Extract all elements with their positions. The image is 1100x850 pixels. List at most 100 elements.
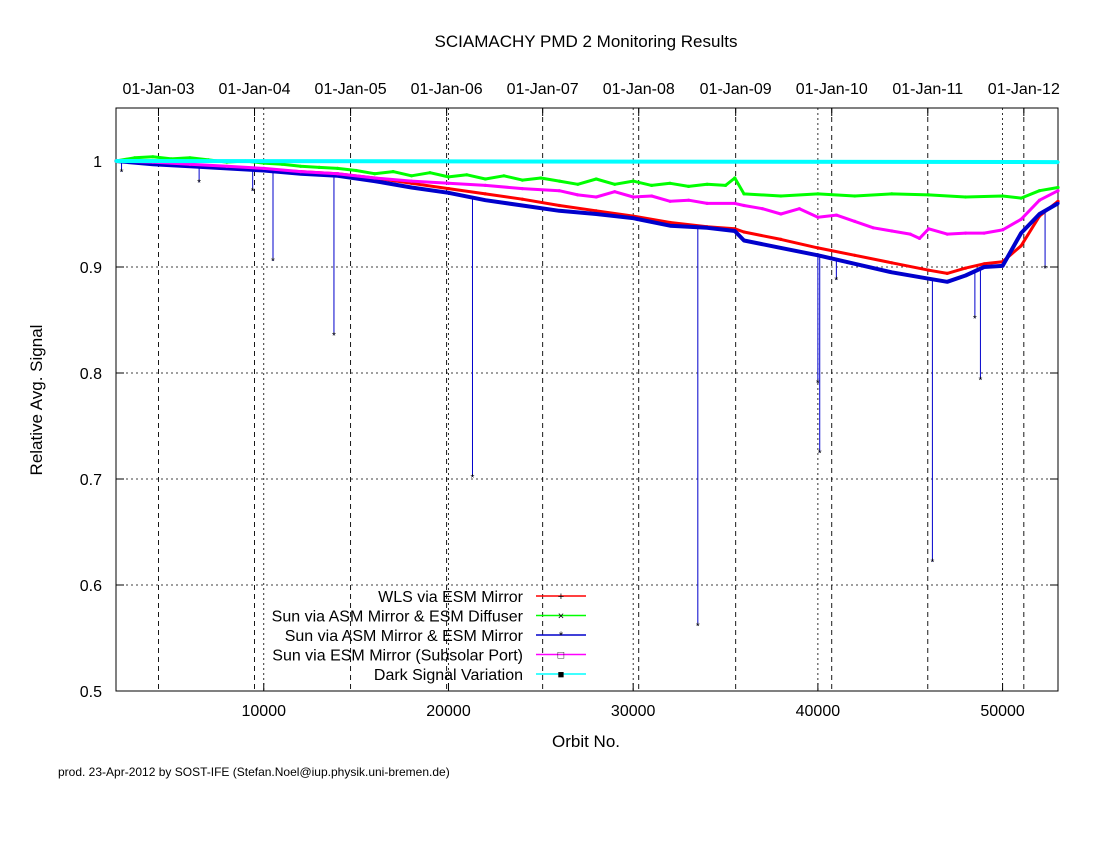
data-point — [1056, 185, 1060, 190]
data-point — [483, 177, 487, 181]
data-point — [557, 179, 561, 183]
data-point — [853, 262, 857, 266]
data-point — [594, 177, 598, 181]
data-point — [733, 176, 737, 180]
x-tick-label: 30000 — [611, 703, 656, 720]
data-point — [964, 231, 968, 235]
series-group: * * * * * * * * * * * * * * — [114, 159, 1060, 632]
data-point — [428, 171, 432, 175]
data-point — [668, 220, 672, 225]
spike-marker: * — [930, 558, 934, 569]
legend-marker: * — [559, 630, 564, 642]
data-point — [687, 198, 691, 202]
data-point — [853, 253, 857, 257]
series-line — [115, 159, 1059, 275]
data-point — [446, 191, 451, 195]
data-point — [1019, 231, 1023, 235]
data-point — [779, 237, 783, 241]
data-point — [446, 175, 451, 179]
data-point — [354, 168, 358, 173]
footer-credit: prod. 23-Apr-2012 by SOST-IFE (Stefan.No… — [58, 765, 450, 779]
data-point — [779, 194, 783, 198]
x-axis-label: Orbit No. — [552, 732, 620, 751]
spike-marker: * — [816, 379, 820, 390]
top-date-label: 01-Jan-07 — [507, 81, 579, 98]
data-point — [779, 212, 783, 216]
data-point — [520, 197, 525, 201]
y-tick-label: 0.7 — [80, 472, 102, 489]
data-point — [373, 176, 377, 180]
spike-marker: * — [1043, 264, 1047, 275]
spike-marker: * — [973, 314, 977, 325]
data-point — [890, 270, 894, 274]
data-point — [1019, 244, 1023, 248]
data-point — [1056, 160, 1060, 164]
y-tick-label: 0.8 — [80, 366, 102, 383]
data-point — [908, 232, 912, 236]
legend-label: Sun via ASM Mirror & ESM Mirror — [285, 628, 524, 645]
x-tick-label: 40000 — [796, 703, 841, 720]
plot-frame — [115, 107, 1059, 692]
data-point — [917, 236, 922, 240]
legend-item: Sun via ASM Mirror & ESM Diffuser × — [272, 609, 586, 626]
data-point — [317, 165, 321, 169]
data-point — [631, 195, 635, 199]
axis-layer: 0.5 0.6 0.7 0.8 0.9 1 10000 20000 30000 40000 5000… — [80, 81, 1060, 720]
data-point — [964, 273, 968, 278]
chart-title: SCIAMACHY PMD 2 Monitoring Results — [435, 32, 738, 51]
data-point — [816, 192, 820, 196]
data-point — [742, 203, 746, 208]
data-point — [927, 193, 931, 197]
data-point — [594, 212, 598, 216]
data-point — [733, 201, 737, 205]
top-date-label: 01-Jan-04 — [219, 81, 291, 98]
legend-marker: □ — [558, 650, 565, 662]
y-tick-label: 0.6 — [80, 578, 102, 595]
data-point — [964, 195, 968, 199]
data-point — [465, 173, 469, 177]
spike-marker: * — [251, 187, 255, 198]
data-point — [945, 232, 949, 236]
series-line — [115, 159, 1059, 240]
data-point — [668, 224, 672, 228]
spike-marker: * — [471, 473, 475, 484]
data-point — [853, 194, 857, 198]
data-point — [982, 231, 986, 235]
data-point — [373, 172, 377, 176]
x-tick-label: 10000 — [242, 703, 287, 720]
spike-marker: * — [818, 449, 822, 460]
series-group — [114, 159, 1060, 275]
data-point — [446, 187, 451, 191]
data-point — [613, 182, 617, 186]
data-point — [520, 187, 525, 191]
top-date-label: 01-Jan-11 — [892, 81, 963, 98]
data-point — [816, 253, 820, 257]
x-tick-label: 50000 — [980, 703, 1025, 720]
spike-marker: * — [120, 168, 124, 179]
data-point — [483, 198, 487, 202]
data-point — [483, 192, 487, 196]
data-point — [557, 209, 561, 213]
y-tick-label: 0.9 — [80, 260, 102, 277]
data-point — [853, 219, 857, 223]
data-point — [742, 192, 746, 196]
data-point — [594, 195, 598, 199]
data-point — [520, 178, 525, 182]
data-point — [723, 183, 728, 187]
data-point — [557, 203, 561, 208]
top-date-label: 01-Jan-09 — [700, 81, 772, 98]
data-point — [890, 261, 894, 265]
data-point — [409, 174, 414, 178]
data-point — [539, 176, 543, 180]
data-point — [797, 207, 802, 211]
data-point — [114, 159, 118, 163]
data-point — [982, 262, 986, 266]
top-date-label: 01-Jan-12 — [988, 81, 1060, 98]
legend-marker: ■ — [558, 669, 565, 681]
data-point — [188, 156, 192, 160]
data-point — [262, 166, 266, 170]
data-point — [760, 207, 765, 211]
data-point — [834, 213, 839, 217]
data-point — [705, 201, 709, 205]
data-point — [631, 216, 635, 220]
